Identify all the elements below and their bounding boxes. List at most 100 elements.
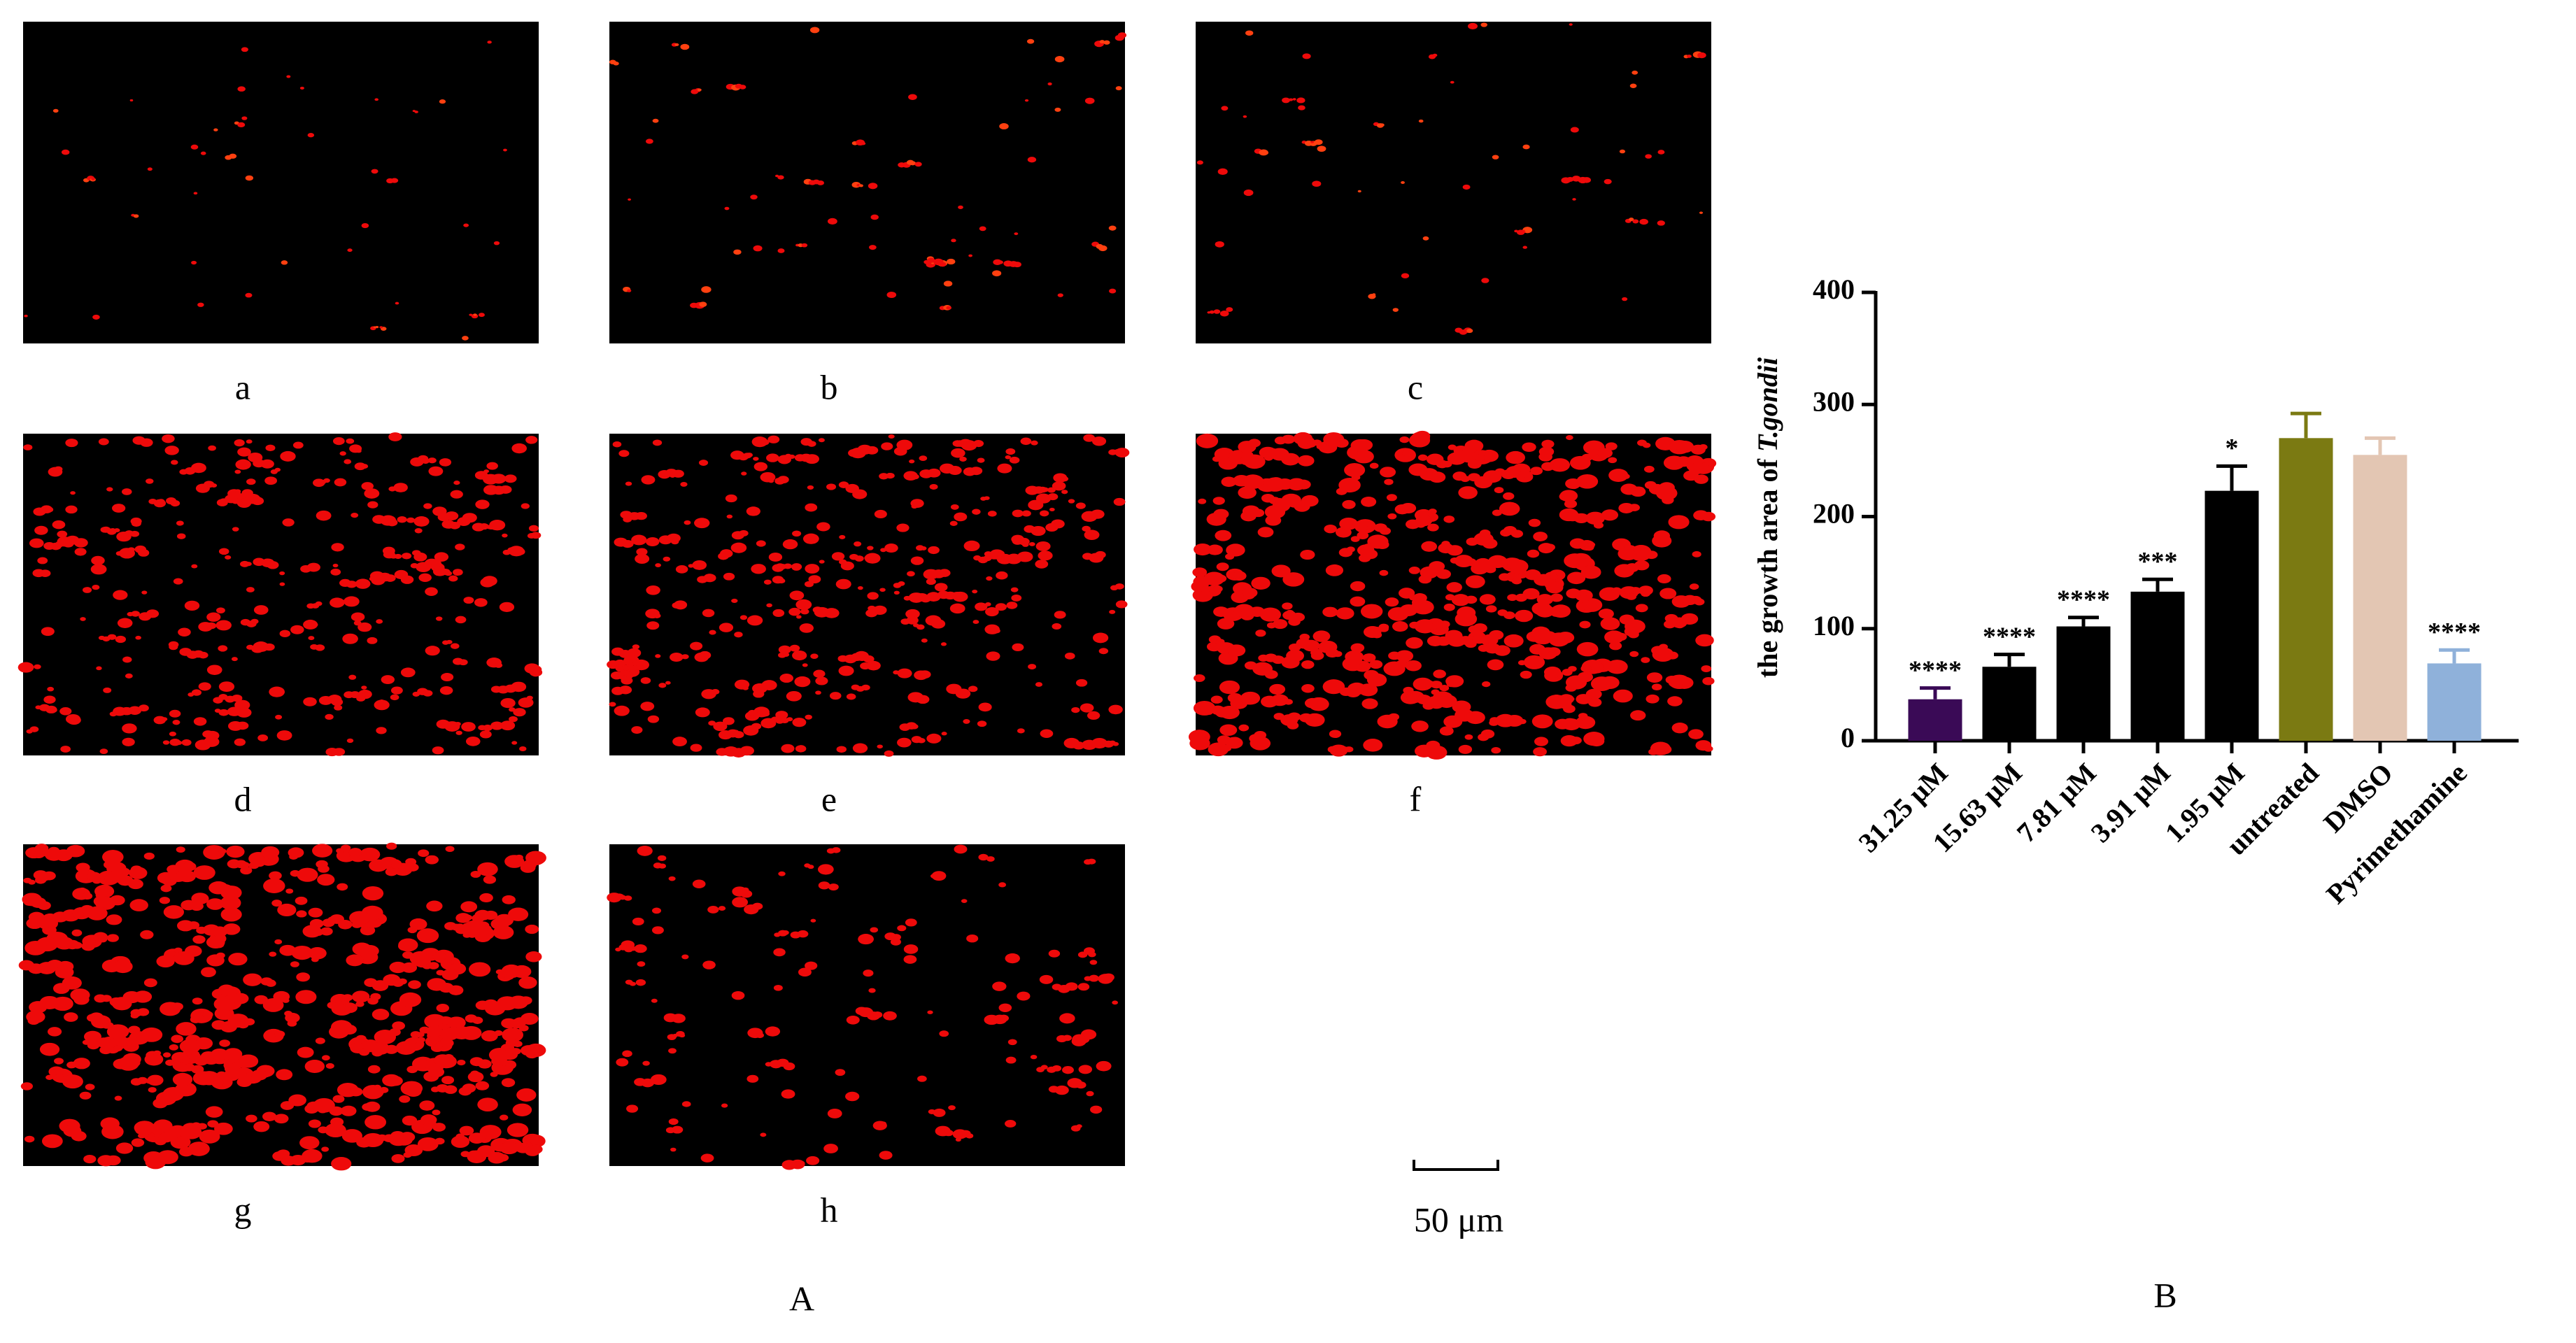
spot xyxy=(279,582,285,586)
spot xyxy=(1373,626,1381,632)
spot xyxy=(275,714,283,720)
spot xyxy=(234,699,250,711)
spot xyxy=(130,707,140,714)
spot xyxy=(169,709,181,718)
spot xyxy=(497,1153,509,1162)
spot xyxy=(852,743,868,753)
spot xyxy=(201,967,216,978)
spot xyxy=(522,860,537,870)
spot xyxy=(176,533,186,539)
spot xyxy=(425,855,439,865)
spot xyxy=(176,1022,197,1036)
spot xyxy=(140,930,154,939)
spot xyxy=(1658,482,1675,493)
spot xyxy=(623,895,632,901)
spot xyxy=(1210,695,1223,704)
spot xyxy=(1064,652,1075,660)
spot xyxy=(262,1111,277,1121)
spot xyxy=(1292,98,1296,101)
spot xyxy=(211,1048,229,1060)
spot xyxy=(257,734,269,741)
spot xyxy=(190,144,199,150)
spot xyxy=(812,606,823,613)
spot xyxy=(1624,586,1634,594)
figure-label: B xyxy=(2153,1275,2177,1314)
spot xyxy=(206,665,222,675)
spot xyxy=(1189,736,1210,751)
spot xyxy=(434,552,449,562)
spot xyxy=(364,488,380,499)
spot xyxy=(518,976,537,989)
spot xyxy=(836,746,847,753)
spot xyxy=(65,713,81,725)
spot xyxy=(1082,525,1091,532)
spot xyxy=(977,720,987,727)
spot xyxy=(500,697,516,709)
spot xyxy=(874,509,887,519)
spot xyxy=(1515,609,1534,623)
spot xyxy=(1585,511,1605,525)
spot xyxy=(193,717,207,726)
spot xyxy=(346,738,354,744)
spot xyxy=(263,878,285,893)
spot xyxy=(65,439,78,448)
spot xyxy=(1385,597,1399,607)
spot xyxy=(802,663,808,667)
spot xyxy=(1686,55,1692,58)
spot xyxy=(934,583,948,592)
spot xyxy=(1103,40,1110,45)
spot xyxy=(1550,574,1559,580)
spot xyxy=(1396,650,1414,662)
spot xyxy=(483,875,497,884)
spot xyxy=(949,520,958,526)
spot xyxy=(206,622,217,630)
spot xyxy=(917,624,925,630)
spot xyxy=(115,635,127,644)
spot xyxy=(1238,486,1257,499)
spot xyxy=(1035,560,1049,569)
spot xyxy=(425,587,438,596)
spot xyxy=(179,1039,201,1053)
spot xyxy=(192,1071,214,1086)
spot xyxy=(1704,458,1713,464)
spot xyxy=(1468,22,1478,30)
spot xyxy=(636,548,648,556)
spot xyxy=(106,1155,121,1166)
spot xyxy=(1485,605,1497,613)
spot xyxy=(262,998,284,1012)
spot xyxy=(672,469,684,478)
spot xyxy=(1075,678,1088,687)
spot xyxy=(1024,99,1029,102)
spot xyxy=(308,1119,321,1128)
spot xyxy=(826,483,837,490)
spot xyxy=(1427,523,1439,532)
spot xyxy=(28,879,36,885)
spot xyxy=(1622,297,1628,301)
spot xyxy=(216,952,225,959)
spot xyxy=(1084,530,1100,541)
spot xyxy=(390,178,399,183)
spot xyxy=(133,214,139,218)
spot xyxy=(409,918,427,930)
spot xyxy=(1541,439,1555,448)
spot xyxy=(1487,659,1504,671)
spot xyxy=(325,1063,334,1069)
panel-label: b xyxy=(821,367,838,406)
spot xyxy=(778,871,786,876)
spot xyxy=(513,708,526,717)
spot xyxy=(153,1098,168,1109)
spot xyxy=(1421,541,1438,552)
micrograph-spots xyxy=(24,41,507,341)
spot xyxy=(218,645,228,652)
spot xyxy=(1336,488,1347,495)
bar xyxy=(2130,591,2185,741)
spot xyxy=(1613,689,1633,703)
spot xyxy=(1629,504,1640,511)
spot xyxy=(618,685,632,695)
spot xyxy=(1273,619,1288,630)
spot xyxy=(1071,1036,1087,1046)
spot xyxy=(379,1086,389,1093)
spot xyxy=(147,167,153,171)
spot xyxy=(342,633,358,644)
spot xyxy=(1271,564,1291,578)
